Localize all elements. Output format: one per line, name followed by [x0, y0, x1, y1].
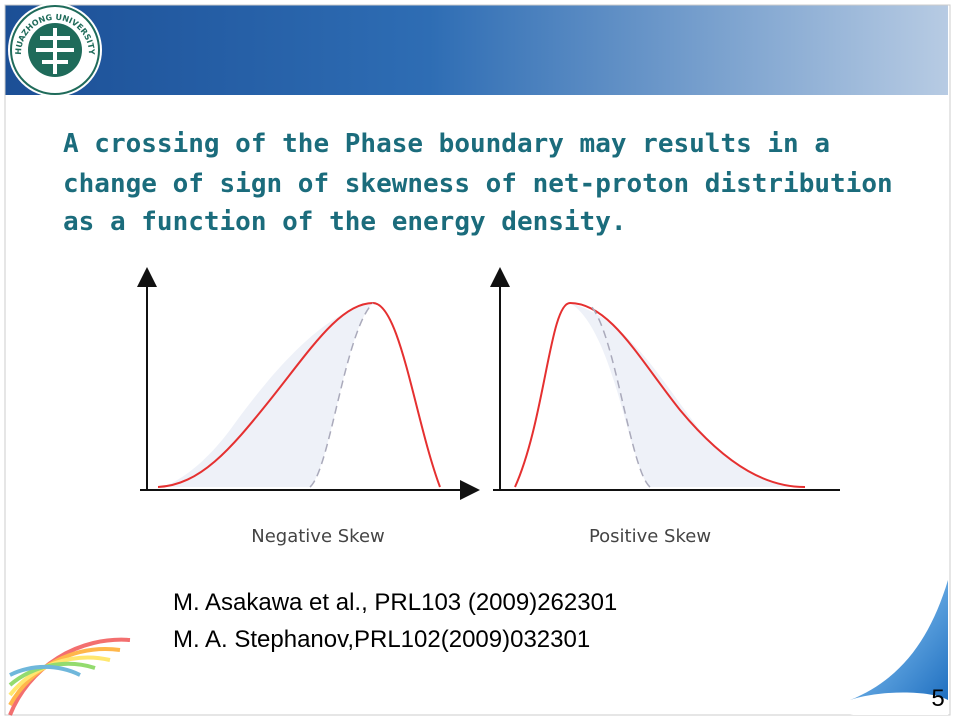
rainbow-decoration: [8, 637, 131, 716]
body-line: as a function of the energy density.: [63, 207, 627, 237]
header-bar: [5, 5, 948, 95]
body-line: change of sign of skewness of net-proton…: [63, 169, 893, 199]
figure-label: Negative Skew: [251, 526, 385, 547]
page-curl: [850, 580, 948, 715]
body-line: A crossing of the Phase boundary may res…: [63, 129, 830, 159]
skew-figure: Negative Skew Positive Skew: [137, 267, 840, 547]
figure-label: Positive Skew: [589, 526, 711, 547]
page-number: 5: [931, 685, 944, 712]
reference: M. A. Stephanov,PRL102(2009)032301: [173, 626, 590, 653]
reference: M. Asakawa et al., PRL103 (2009)262301: [173, 589, 617, 616]
logo: HUAZHONG UNIVERSITY: [8, 3, 102, 97]
